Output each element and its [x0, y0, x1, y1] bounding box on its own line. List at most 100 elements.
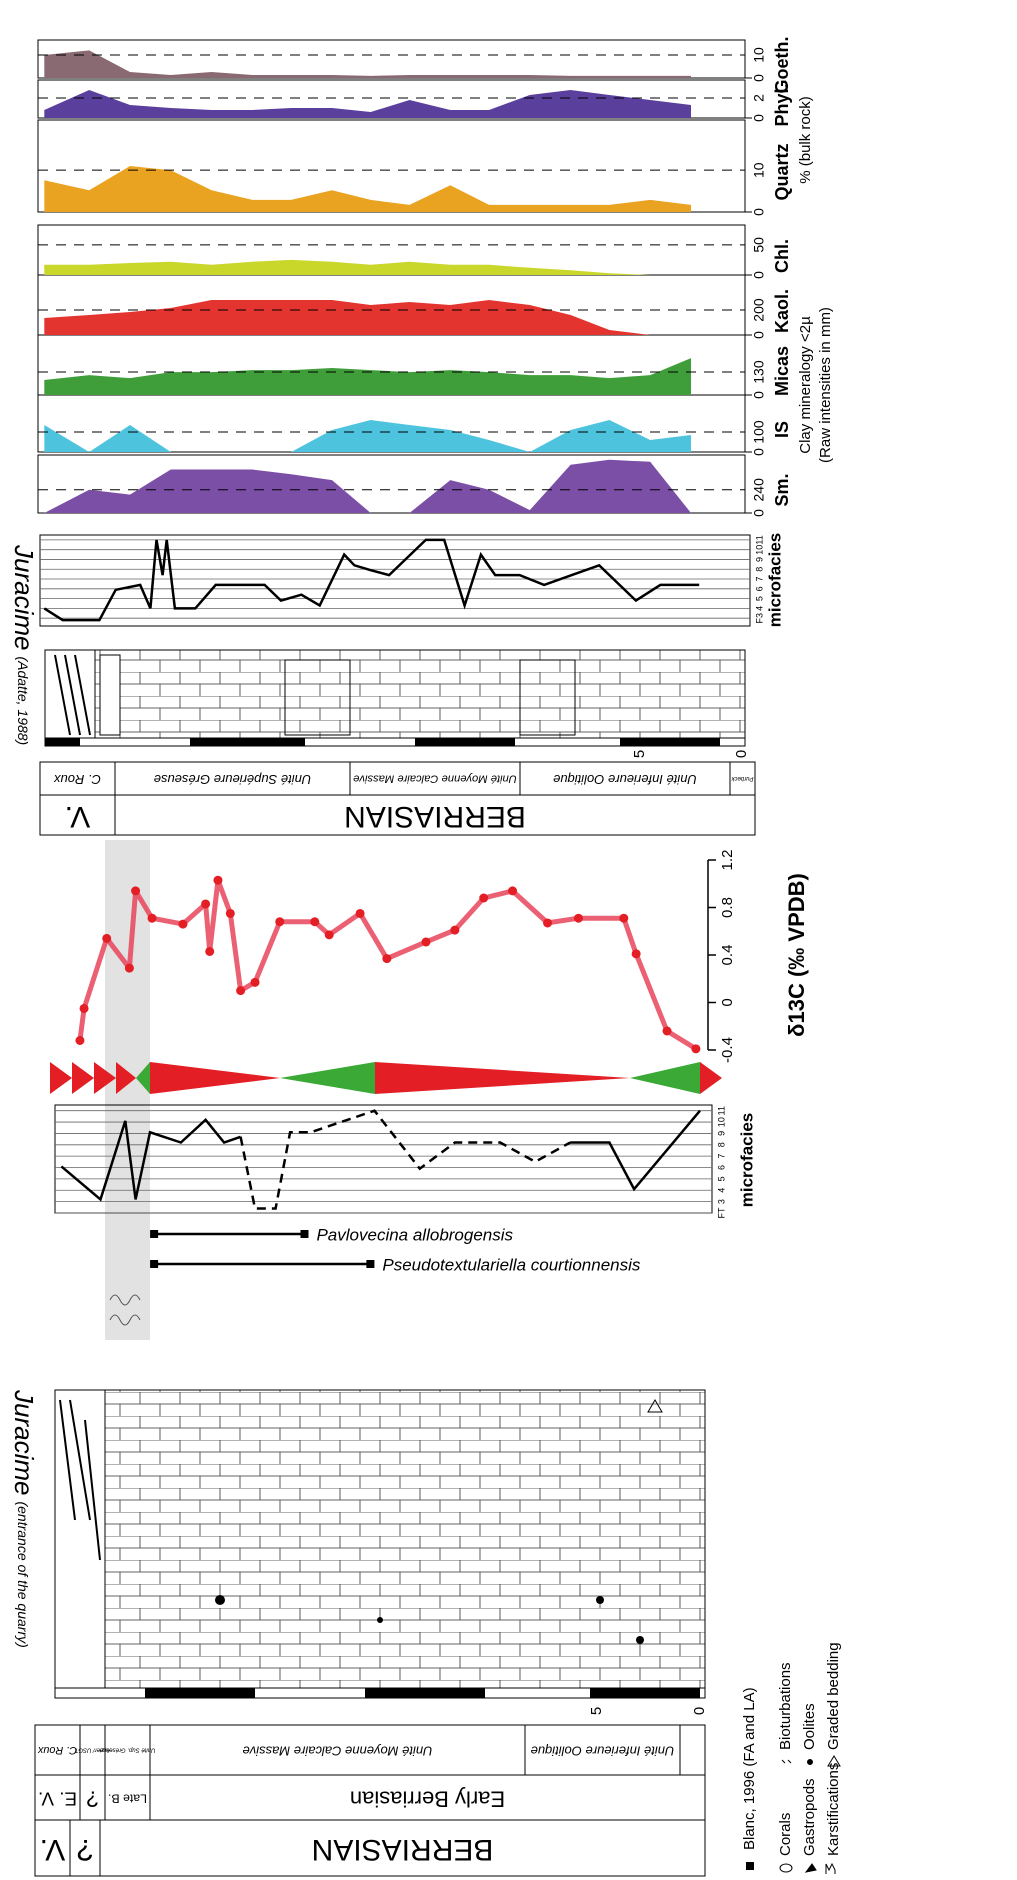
data-point [201, 899, 210, 908]
legend-source: Blanc, 1996 (FA and LA) [741, 1687, 758, 1850]
data-point [125, 964, 134, 973]
panel-name: IS [772, 421, 792, 438]
data-point [574, 914, 583, 923]
data-line [241, 1111, 571, 1209]
axis-label: (Raw intensities in mm) [817, 307, 834, 463]
axis-label: Clay mineralogy <2µ [797, 316, 814, 454]
y-tick-label: 4 [716, 1188, 726, 1193]
data-point [356, 909, 365, 918]
data-point [543, 918, 552, 927]
data-point [450, 926, 459, 935]
y-tick-label: 0 [751, 448, 767, 456]
y-tick-label: 8 [716, 1142, 726, 1147]
y-tick-label: 10 [751, 47, 767, 63]
area [44, 420, 691, 452]
table-cell: Unité Supérieure Gréseuse [154, 772, 312, 787]
figure: Juracime (Adatte, 1988) Juracime(entrance… [0, 0, 1017, 1880]
data-point [691, 1044, 700, 1053]
table-cell: Early Berriasian [350, 1787, 505, 1812]
range-end [300, 1230, 308, 1238]
y-tick-label: 6 [754, 586, 764, 591]
data-point [619, 914, 628, 923]
axis-label: δ13C (‰ VPDB) [784, 873, 809, 1037]
table-cell: Unité Moyenne Calcaire Massive [353, 773, 517, 785]
data-point [479, 894, 488, 903]
data-point [325, 930, 334, 939]
y-tick-label: 200 [751, 298, 767, 322]
data-point [251, 978, 260, 987]
legend-symbol [746, 1862, 754, 1870]
axis-label: microfacies [737, 1113, 756, 1208]
y-tick-label: 2 [751, 94, 767, 102]
table-cell: E. V. [38, 1789, 77, 1810]
table-cell: BERRIASIAN [312, 1833, 494, 1866]
scale-label: 0 [691, 1707, 708, 1715]
legend-item: Oolites [801, 1703, 818, 1750]
panel-name: Chl. [772, 239, 792, 273]
y-tick-label: 9 [754, 557, 764, 562]
panel-name: Quartz [772, 143, 792, 200]
title: Juracime [9, 1389, 39, 1495]
y-tick-label: 7 [754, 577, 764, 582]
y-tick-label: 0 [751, 391, 767, 399]
y-tick-label: -0.4 [719, 1037, 736, 1063]
y-tick-label: 100 [751, 420, 767, 444]
y-tick-label: 50 [751, 237, 767, 253]
y-tick-label: 0 [719, 998, 736, 1006]
table-cell: Late B. [108, 1791, 147, 1805]
y-tick-label: 0 [751, 74, 767, 82]
table-cell: Unité Inferieure Oolitique [531, 1744, 675, 1759]
data-point [75, 1036, 84, 1045]
data-point [102, 934, 111, 943]
data-point [148, 914, 157, 923]
y-tick-label: 11 [716, 1106, 726, 1115]
area [44, 166, 691, 212]
panel-frame [38, 40, 745, 78]
y-tick-label: 7 [716, 1154, 726, 1159]
y-tick-label: 10 [751, 162, 767, 178]
data-line [80, 880, 696, 1049]
area [44, 358, 691, 395]
table-cell: C. Roux [37, 1744, 77, 1756]
y-tick-label: 11 [754, 535, 764, 544]
data-point [508, 886, 517, 895]
data-point [422, 937, 431, 946]
scale-label: 5 [631, 750, 648, 758]
scale-label: 5 [588, 1707, 605, 1715]
y-tick-label: 10 [716, 1117, 726, 1127]
y-tick-label: 5 [716, 1176, 726, 1181]
panel-name: Micas [772, 346, 792, 396]
y-tick-label: 9 [716, 1131, 726, 1136]
panel-name: Sm. [772, 473, 792, 506]
lithology-left [55, 1295, 705, 1698]
highlight-band [105, 840, 150, 1340]
data-point [663, 1027, 672, 1036]
range-end [366, 1260, 374, 1268]
table-cell: Purbeck [730, 775, 753, 781]
taxon-name: Pseudotextulariella courtionnensis [382, 1255, 640, 1274]
table-cell: Unité Moyenne Calcaire Massive [242, 1744, 432, 1759]
panel-name: Kaol. [772, 289, 792, 333]
data-point [275, 917, 284, 926]
title: Juracime [9, 544, 39, 650]
range-end [150, 1260, 158, 1268]
area [44, 90, 691, 118]
taxon-name: Pavlovecina allobrogensis [316, 1225, 513, 1244]
y-tick-label: 0 [751, 208, 767, 216]
area [44, 300, 691, 335]
table-cell: V. [40, 1833, 66, 1866]
subtitle: (Adatte, 1988) [15, 656, 31, 745]
table-cell: V. [65, 800, 91, 833]
panel-frame [40, 535, 750, 626]
section-title: Juracime(entrance of the quarry) [9, 1389, 39, 1648]
sequence-triangles [50, 1062, 722, 1094]
axis-label: % (bulk rock) [797, 96, 814, 184]
y-tick-label: 5 [754, 596, 764, 601]
range-end [150, 1230, 158, 1238]
table-cell: Unité Sup. Gréseuse [99, 1746, 155, 1752]
data-point [80, 1004, 89, 1013]
data-point [131, 886, 140, 895]
legend-item: Bioturbations [777, 1662, 794, 1750]
y-tick-label: 1.2 [719, 850, 736, 871]
data-point [382, 954, 391, 963]
